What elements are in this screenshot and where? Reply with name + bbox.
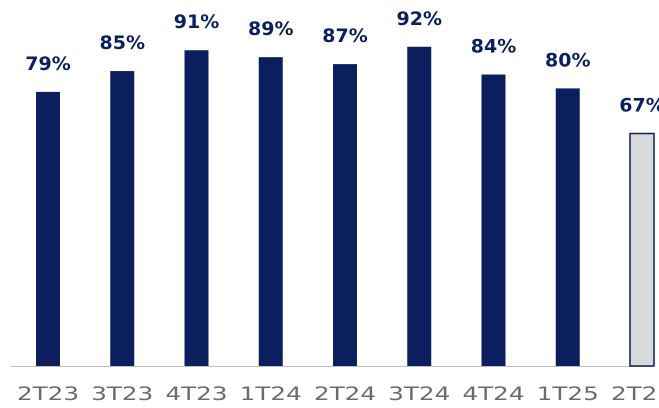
data-label-2t25: 67%	[619, 95, 659, 117]
x-tick-label-2t24: 2T24	[314, 383, 376, 405]
bars-group	[36, 46, 655, 367]
x-tick-label-1t25: 1T25	[537, 383, 599, 405]
data-label-4t23: 91%	[174, 11, 219, 33]
bar-2t24	[333, 64, 357, 367]
x-tick-label-4t23: 4T23	[166, 383, 228, 405]
data-label-1t25: 80%	[545, 49, 590, 71]
bar-3t24	[407, 46, 432, 366]
bar-4t24	[481, 74, 506, 367]
x-tick-label-2t23: 2T23	[17, 383, 79, 405]
data-labels-group: 79% 85% 91% 89% 87% 92% 84% 80% 67%	[25, 8, 659, 117]
bar-2t23	[36, 91, 60, 367]
data-label-2t23: 79%	[25, 53, 70, 75]
data-label-3t24: 92%	[397, 8, 442, 30]
bar-3t23	[110, 71, 135, 367]
data-label-4t24: 84%	[471, 36, 516, 58]
x-tick-label-3t23: 3T23	[91, 383, 153, 405]
data-label-1t24: 89%	[248, 18, 293, 40]
bar-1t24	[258, 57, 283, 367]
bar-2t25	[629, 132, 655, 367]
x-tick-label-1t24: 1T24	[240, 383, 302, 405]
x-tick-label-2t25: 2T25	[611, 383, 659, 405]
x-tick-label-4t24: 4T24	[463, 383, 525, 405]
x-tick-label-3t24: 3T24	[388, 383, 450, 405]
data-label-3t23: 85%	[100, 32, 145, 54]
x-tick-labels-group: 2T23 3T23 4T23 1T24 2T24 3T24 4T24 1T25 2T25	[17, 383, 659, 405]
data-label-2t24: 87%	[322, 25, 367, 47]
bar-1t25	[555, 88, 580, 367]
bar-4t23	[184, 50, 209, 366]
